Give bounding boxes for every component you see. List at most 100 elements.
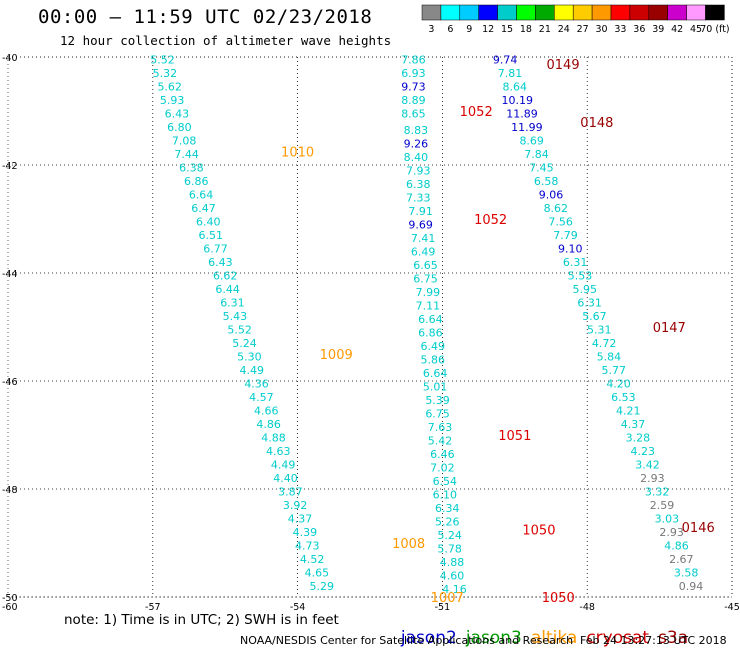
wave-height-point: 7.84	[524, 148, 549, 161]
wave-height-point: 3.58	[674, 567, 699, 580]
wave-height-point: 4.52	[300, 553, 325, 566]
colorbar-swatch	[705, 4, 725, 21]
colorbar-swatch	[478, 4, 498, 21]
wave-height-point: 6.54	[433, 475, 458, 488]
colorbar-label: 24	[558, 24, 570, 35]
wave-height-point: 6.31	[563, 256, 588, 269]
wave-height-point: 6.10	[433, 488, 458, 501]
time-label: 0148	[580, 116, 613, 131]
x-tick-label: -48	[579, 602, 595, 613]
wave-height-point: 7.08	[172, 135, 197, 148]
wave-height-point: 6.38	[179, 162, 204, 175]
wave-height-point: 9.74	[493, 54, 518, 67]
wave-height-point: 5.84	[597, 351, 622, 364]
wave-height-point: 7.99	[416, 286, 441, 299]
wave-height-point: 4.65	[305, 567, 330, 580]
wave-height-point: 3.87	[278, 486, 303, 499]
wave-height-point: 9.73	[401, 81, 426, 94]
colorbar-label: 42	[671, 24, 683, 35]
wave-height-point: 7.63	[428, 421, 453, 434]
y-tick-label: -46	[2, 377, 18, 388]
legend-cryosat: cryosat	[586, 628, 650, 648]
wave-height-point: 5.30	[237, 351, 262, 364]
wave-height-point: 6.64	[189, 189, 214, 202]
wave-height-point: 5.31	[587, 324, 612, 337]
wave-height-point: 11.89	[506, 108, 538, 121]
wave-height-point: 6.31	[220, 297, 245, 310]
footer-timestamp: Feb 24 13:27:13 UTC 2018	[580, 634, 727, 647]
plot-border	[7, 56, 733, 598]
wave-height-point: 8.40	[404, 151, 429, 164]
x-tick-label: -57	[145, 602, 161, 613]
x-tick-label-left: -60	[2, 602, 18, 613]
colorbar-swatch	[572, 4, 593, 21]
wave-height-point: 8.69	[519, 135, 544, 148]
wave-height-point: 6.80	[167, 121, 192, 134]
page-subtitle: 12 hour collection of altimeter wave hei…	[60, 33, 392, 48]
time-label: 1050	[542, 591, 575, 606]
wave-height-point: 5.62	[157, 81, 182, 94]
wave-height-point: 4.37	[621, 418, 646, 431]
wave-height-point: 4.60	[440, 569, 465, 582]
wave-height-point: 7.45	[529, 162, 554, 175]
colorbar-swatch	[667, 4, 687, 21]
wave-height-point: 5.78	[437, 542, 462, 555]
wave-height-point: 6.31	[577, 297, 602, 310]
colorbar-swatch	[535, 4, 555, 21]
wave-height-point: 7.93	[406, 164, 431, 177]
colorbar-swatch	[591, 4, 612, 21]
wave-height-point: 5.52	[227, 324, 252, 337]
wave-height-point: 6.44	[215, 283, 240, 296]
colorbar-swatch	[610, 4, 631, 21]
time-label: 0149	[547, 58, 580, 73]
wave-height-point: 5.24	[437, 529, 462, 542]
wave-height-point: 4.16	[442, 583, 467, 596]
time-label: 1050	[522, 524, 555, 539]
wave-height-point: 6.75	[413, 272, 438, 285]
wave-height-point: 6.34	[435, 502, 460, 515]
wave-height-point: 6.86	[418, 326, 443, 339]
wave-height-point: 5.26	[435, 515, 460, 528]
colorbar-label: 39	[652, 24, 664, 35]
colorbar-label: 30	[596, 24, 608, 35]
colorbar-label: 9	[466, 24, 472, 35]
wave-height-point: 5.93	[160, 94, 185, 107]
wave-height-point: 5.53	[568, 270, 593, 283]
footer-note: note: 1) Time is in UTC; 2) SWH is in fe…	[64, 612, 339, 628]
wave-height-point: 4.49	[271, 459, 296, 472]
wave-height-point: 6.64	[418, 313, 443, 326]
wave-height-point: 2.93	[659, 526, 684, 539]
wave-height-point: 6.75	[425, 407, 450, 420]
x-tick-label: -51	[435, 602, 451, 613]
wave-height-point: 5.01	[423, 380, 448, 393]
wave-height-point: 3.92	[283, 499, 308, 512]
colorbar-swatch	[516, 4, 536, 21]
colorbar-label: 27	[577, 24, 589, 35]
wave-height-point: 6.49	[411, 245, 436, 258]
wave-height-point: 6.65	[413, 259, 438, 272]
y-tick-label: -44	[2, 269, 18, 280]
wave-height-point: 4.63	[266, 445, 291, 458]
legend-jason2: jason2	[400, 628, 457, 648]
time-label: 1010	[281, 146, 314, 161]
wave-height-point: 6.58	[534, 175, 559, 188]
colorbar-label: 3	[428, 24, 434, 35]
wave-height-point: 6.53	[611, 391, 636, 404]
wave-height-point: 8.64	[503, 81, 528, 94]
wave-height-point: 4.49	[239, 364, 264, 377]
wave-height-point: 5.42	[428, 434, 453, 447]
time-label: 1008	[392, 537, 425, 552]
time-label: 1007	[431, 591, 464, 606]
wave-height-point: 9.26	[404, 137, 429, 150]
grid	[8, 56, 733, 598]
wave-height-point: 6.51	[198, 229, 223, 242]
wave-height-point: 5.32	[153, 67, 178, 80]
plot-frame	[7, 56, 733, 598]
time-label: 0146	[682, 521, 715, 536]
colorbar-label: 45	[690, 24, 702, 35]
time-label: 1009	[320, 348, 353, 363]
colorbar-swatch	[421, 4, 442, 21]
time-label: 0147	[653, 321, 686, 336]
page-title: 00:00 – 11:59 UTC 02/23/2018	[38, 6, 373, 28]
